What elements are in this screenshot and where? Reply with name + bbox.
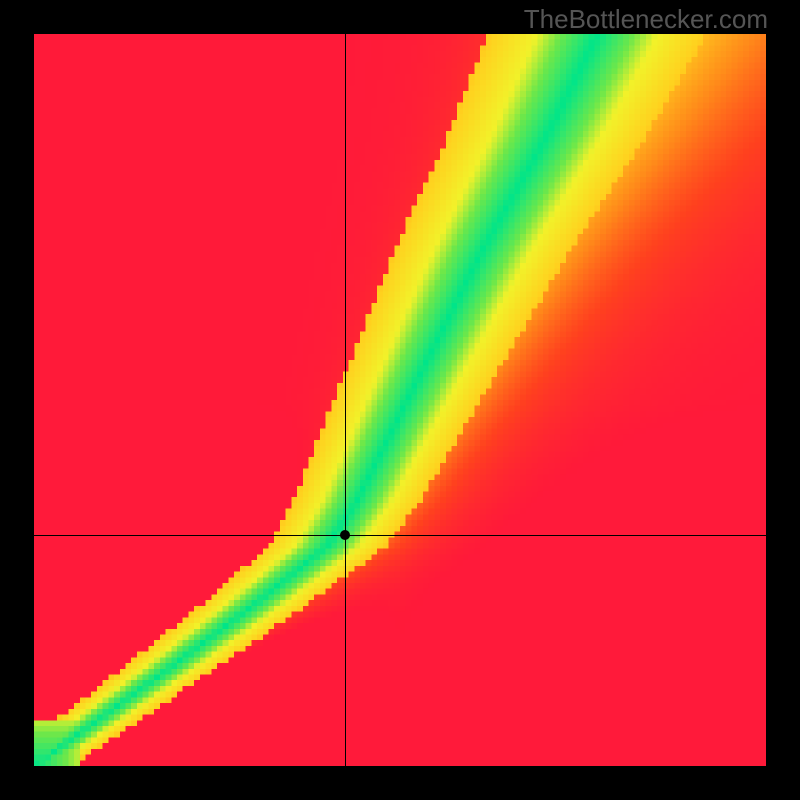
watermark-text: TheBottlenecker.com bbox=[524, 4, 768, 35]
bottleneck-heatmap bbox=[34, 34, 766, 766]
chart-container: TheBottlenecker.com bbox=[0, 0, 800, 800]
crosshair-vertical bbox=[345, 34, 346, 766]
crosshair-horizontal bbox=[34, 535, 766, 536]
